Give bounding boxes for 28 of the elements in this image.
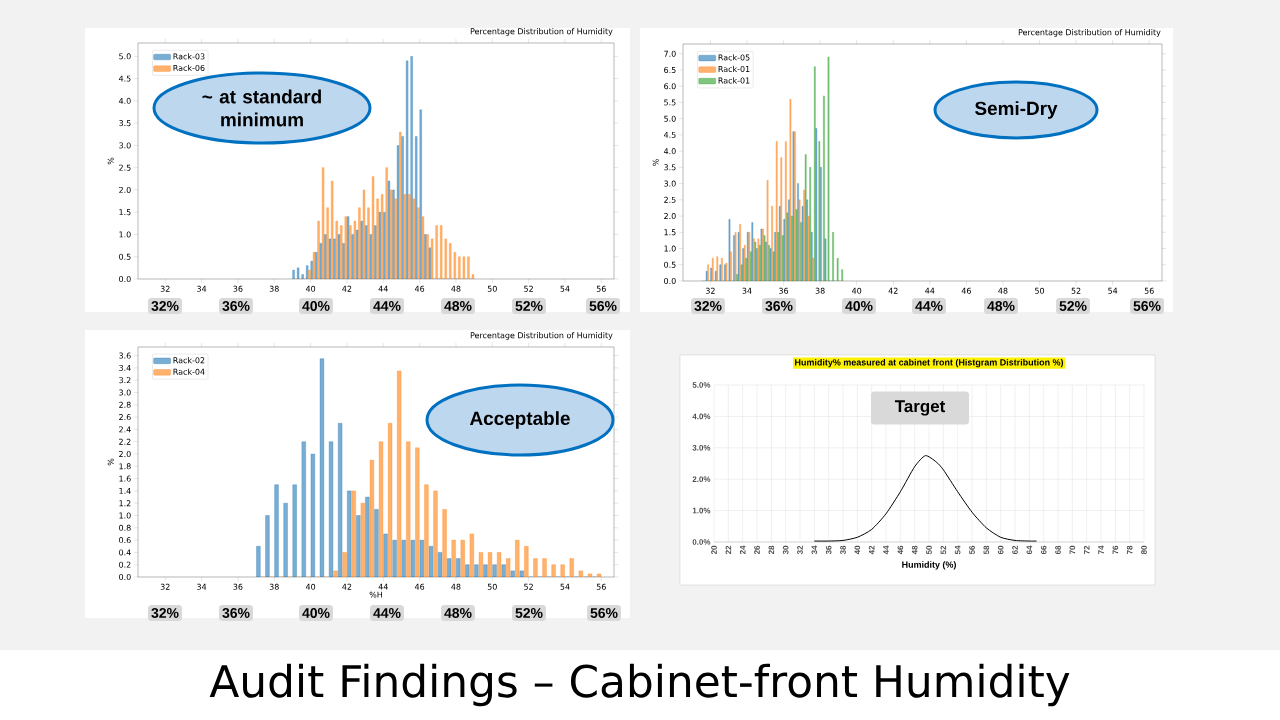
text: 52% — [515, 301, 543, 311]
x-axis-title: Humidity (%) — [902, 561, 956, 570]
text: 36% — [222, 301, 250, 311]
text: 40% — [302, 608, 330, 618]
annotation: Semi-Dry — [975, 101, 1058, 119]
text: 52% — [1059, 301, 1087, 311]
text: Audit Findings – Cabinet-front Humidity — [209, 663, 1070, 707]
text: 44% — [915, 301, 943, 311]
text: 52% — [515, 608, 543, 618]
text: 32% — [151, 608, 179, 618]
annotation: ~ at standard minimum — [202, 89, 321, 127]
annotation: Target — [894, 400, 946, 416]
text: 40% — [302, 301, 330, 311]
text: 32% — [151, 301, 179, 311]
text: 44% — [373, 608, 401, 618]
text: 56% — [589, 301, 617, 311]
text: 36% — [765, 301, 793, 311]
text: 36% — [222, 608, 250, 618]
annotation: Acceptable — [469, 411, 570, 429]
text: 48% — [987, 301, 1015, 311]
text: 40% — [845, 301, 873, 311]
text: 44% — [373, 301, 401, 311]
text: 56% — [590, 608, 618, 618]
chart-title: Humidity% measured at cabinet front (Histgram Distribution %) — [795, 358, 1064, 368]
text: 56% — [1133, 301, 1161, 311]
text: 32% — [694, 301, 722, 311]
text: 48% — [444, 301, 472, 311]
text: 48% — [444, 608, 472, 618]
